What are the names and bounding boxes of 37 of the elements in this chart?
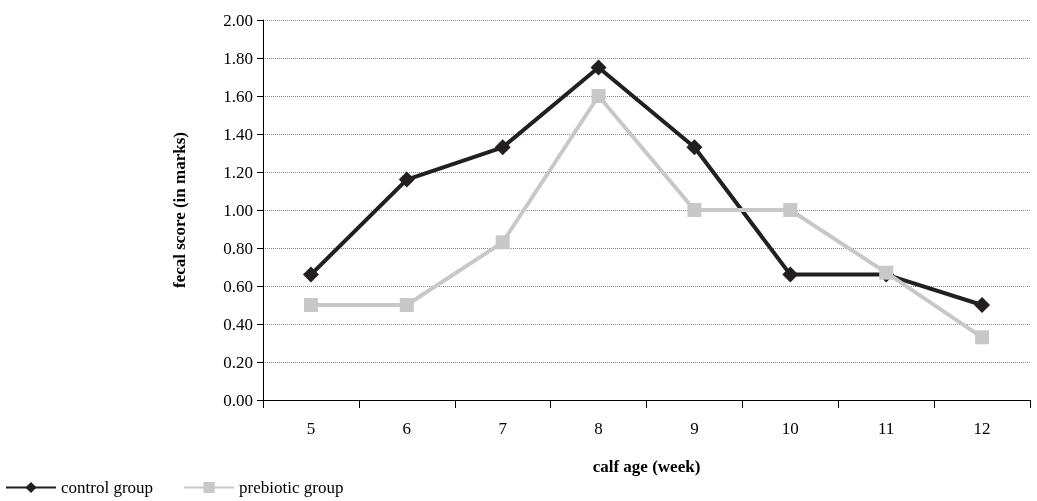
y-tick-label: 1.40 bbox=[223, 124, 253, 144]
y-tick-label: 1.80 bbox=[223, 48, 253, 68]
legend-label: control group bbox=[61, 478, 154, 497]
y-tick-label: 1.60 bbox=[223, 86, 253, 106]
point bbox=[686, 139, 703, 156]
x-tick-label: 12 bbox=[973, 419, 991, 438]
point bbox=[494, 139, 511, 156]
y-tick-label: 0.80 bbox=[223, 238, 253, 258]
point bbox=[590, 59, 607, 76]
point bbox=[399, 298, 414, 312]
point bbox=[495, 235, 510, 250]
y-tick-label: 0.60 bbox=[223, 276, 253, 296]
y-axis-title: fecal score (in marks) bbox=[170, 132, 189, 288]
x-tick-label: 10 bbox=[781, 419, 799, 438]
point bbox=[974, 297, 991, 313]
point bbox=[302, 266, 319, 283]
x-tick-label: 8 bbox=[594, 419, 603, 438]
y-tick-label: 2.00 bbox=[223, 10, 253, 30]
point bbox=[687, 203, 702, 217]
point bbox=[975, 330, 990, 345]
point bbox=[303, 298, 318, 312]
x-tick-label: 5 bbox=[306, 419, 316, 438]
y-tick-label: 1.20 bbox=[223, 162, 253, 182]
x-tick-label: 6 bbox=[402, 419, 412, 438]
point bbox=[398, 171, 415, 188]
point bbox=[591, 89, 606, 103]
x-tick-label: 11 bbox=[878, 419, 895, 438]
point bbox=[783, 203, 798, 217]
y-tick-label: 1.00 bbox=[223, 200, 253, 220]
y-tick-label: 0.40 bbox=[223, 314, 253, 334]
x-axis-title: calf age (week) bbox=[592, 457, 701, 476]
point bbox=[782, 266, 799, 283]
y-tick-label: 0.20 bbox=[223, 352, 253, 372]
legend-label: prebiotic group bbox=[239, 478, 344, 497]
y-tick-label: 0.00 bbox=[223, 390, 253, 410]
x-tick-label: 7 bbox=[498, 419, 508, 438]
x-tick-label: 9 bbox=[690, 419, 699, 438]
